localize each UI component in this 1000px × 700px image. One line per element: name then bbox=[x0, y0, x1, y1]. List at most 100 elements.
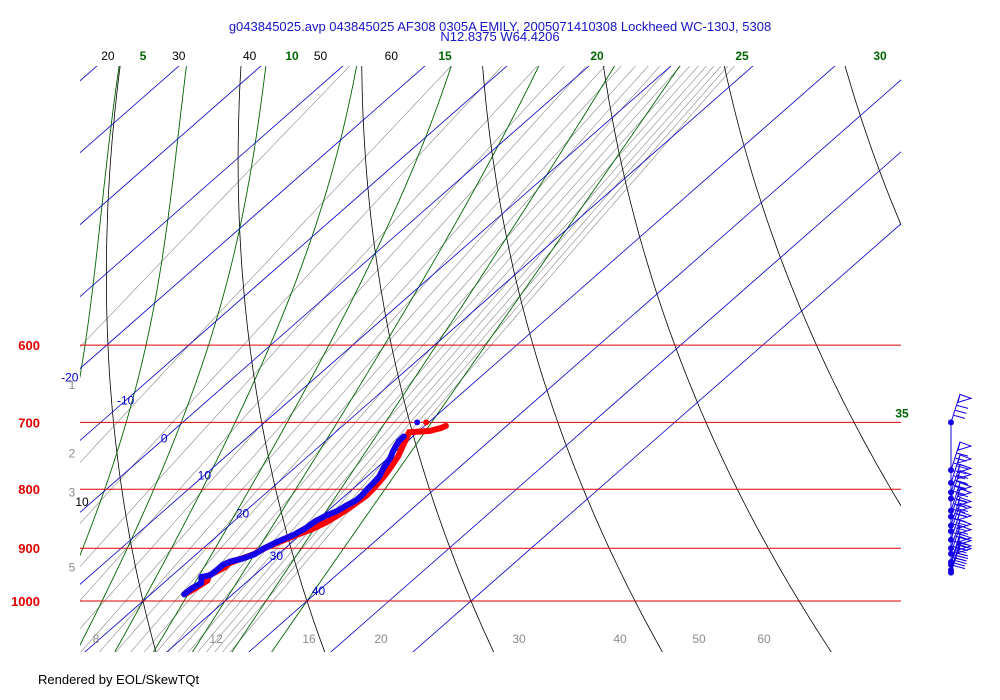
mixing-ratio-label: 16 bbox=[302, 632, 316, 646]
wind-barb-flag bbox=[957, 541, 973, 551]
wind-barb-flag bbox=[957, 535, 973, 546]
wind-barb-feather bbox=[953, 491, 966, 496]
mixing-ratio-line bbox=[143, 66, 661, 652]
isotherm-line bbox=[80, 66, 672, 585]
wind-barb-feather bbox=[956, 452, 969, 457]
pressure-label: 800 bbox=[18, 482, 40, 497]
wind-barb-feather bbox=[955, 560, 967, 565]
isotherms bbox=[80, 66, 901, 652]
mixing-ratio-line bbox=[130, 66, 649, 652]
moist-adiabat-label: 25 bbox=[735, 49, 749, 63]
dry-adiabat-label: 60 bbox=[385, 49, 399, 63]
mixing-ratio-line bbox=[99, 66, 622, 652]
chart-location: N12.8375 W64.4206 bbox=[440, 29, 560, 44]
moist-adiabat-label: 30 bbox=[873, 49, 887, 63]
isotherm-label: -10 bbox=[117, 393, 135, 407]
dry-adiabat-line bbox=[106, 66, 157, 652]
mixing-ratio-label: 50 bbox=[692, 632, 706, 646]
wind-barb-feather bbox=[956, 552, 969, 557]
dry-adiabat-label: 40 bbox=[243, 49, 257, 63]
wind-barb-flag bbox=[957, 519, 973, 529]
isotherm-line bbox=[166, 66, 836, 652]
moist-adiabat-line bbox=[80, 66, 267, 647]
mixing-ratio-label: 60 bbox=[757, 632, 771, 646]
mixing-ratio-line bbox=[229, 66, 735, 652]
mixing-ratio-line bbox=[206, 66, 715, 652]
wind-barb-flag bbox=[957, 525, 973, 535]
isotherm-line bbox=[80, 66, 262, 226]
moist-adiabat-line bbox=[192, 66, 540, 652]
dry-adiabat-line bbox=[603, 66, 832, 652]
mixing-ratio-lines bbox=[80, 66, 735, 652]
wind-barb-flag bbox=[957, 441, 973, 451]
height-label: 1 bbox=[69, 378, 76, 392]
wind-barb-feather bbox=[953, 414, 966, 419]
moist-adiabat-line bbox=[114, 66, 358, 652]
mixing-ratio-line bbox=[80, 66, 538, 568]
isotherm-line bbox=[80, 66, 508, 442]
mixing-ratio-line bbox=[222, 66, 729, 652]
mixing-ratio-label: 30 bbox=[512, 632, 526, 646]
mixing-ratio-line bbox=[80, 66, 452, 463]
wind-barb-flag bbox=[957, 487, 973, 498]
sounding-traces bbox=[181, 419, 449, 598]
moist-adiabat-label: 35 bbox=[895, 406, 909, 420]
moist-adiabat-line bbox=[80, 66, 187, 557]
wind-barb-feather bbox=[955, 498, 967, 503]
mixing-ratio-line bbox=[188, 66, 699, 652]
wind-barbs bbox=[948, 393, 973, 576]
mixing-ratio-line bbox=[80, 66, 606, 652]
footer-credit: Rendered by EOL/SkewTQt bbox=[38, 672, 200, 687]
wind-barb-flag bbox=[957, 469, 973, 480]
height-label: 5 bbox=[69, 560, 76, 574]
isotherm-label: 0 bbox=[161, 432, 168, 446]
isotherm-label: -20 bbox=[61, 370, 79, 384]
isotherm-line bbox=[80, 66, 180, 154]
wind-barb-flag bbox=[957, 544, 973, 554]
moist-adiabat-label: 20 bbox=[590, 49, 604, 63]
wind-barb-feather bbox=[956, 481, 969, 486]
isotherm-line bbox=[80, 66, 426, 370]
dry-adiabat-label: 10 bbox=[75, 495, 89, 509]
mixing-ratio-line bbox=[80, 66, 587, 630]
dry-adiabats bbox=[106, 66, 901, 652]
mixing-ratio-line bbox=[156, 66, 672, 652]
dry-adiabat-label: 20 bbox=[101, 49, 115, 63]
isotherm-line bbox=[80, 66, 590, 513]
height-label: 2 bbox=[69, 447, 76, 461]
mixing-ratio-line bbox=[115, 66, 636, 652]
mixing-ratio-label: 20 bbox=[374, 632, 388, 646]
wind-barb-flag bbox=[957, 496, 973, 507]
height-label: 3 bbox=[69, 485, 76, 499]
dry-adiabat-label: 30 bbox=[172, 49, 186, 63]
isotherm-label: 10 bbox=[198, 468, 212, 482]
wind-barb-feather bbox=[953, 562, 966, 567]
pressure-label: 700 bbox=[18, 415, 40, 430]
wind-barb-flag bbox=[957, 502, 973, 512]
mixing-ratio-line bbox=[80, 66, 351, 348]
wind-barb-flag bbox=[957, 463, 973, 474]
wind-barb-feather bbox=[955, 479, 967, 484]
dewpoint-upper-point bbox=[414, 419, 421, 426]
mixing-ratio-line bbox=[197, 66, 707, 652]
moist-adiabat-label: 10 bbox=[285, 49, 299, 63]
moist-adiabat-label: 5 bbox=[140, 49, 147, 63]
moist-adiabat-line bbox=[80, 66, 120, 379]
isotherm-line bbox=[330, 151, 901, 652]
isotherm-line bbox=[80, 66, 344, 298]
dry-adiabat-line bbox=[361, 66, 495, 652]
wind-barb-feather bbox=[955, 557, 967, 562]
dry-adiabat-line bbox=[844, 66, 901, 226]
isotherm-label: 30 bbox=[270, 549, 284, 563]
moist-adiabat-line bbox=[271, 66, 681, 652]
temperature-upper-point bbox=[423, 419, 430, 426]
mixing-ratio-label: 40 bbox=[613, 632, 627, 646]
isotherm-line bbox=[412, 223, 901, 652]
wind-barb-flag bbox=[957, 393, 973, 404]
wind-barb-feather bbox=[953, 565, 966, 570]
dewpoint-trace bbox=[181, 433, 407, 598]
isotherm-line bbox=[248, 79, 901, 652]
isotherm-label: 20 bbox=[236, 507, 250, 521]
moist-adiabat-line bbox=[0, 43, 17, 660]
